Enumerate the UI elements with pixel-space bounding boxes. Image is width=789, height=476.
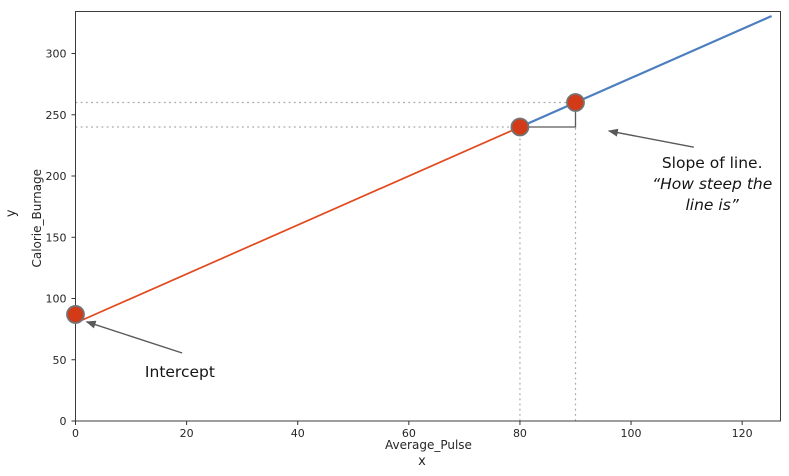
- x-axis-tick-label: 20: [180, 427, 194, 440]
- line-segment-red: [75, 126, 521, 324]
- x-axis-letter: x: [418, 454, 426, 469]
- annotation-slope-arrow: [607, 128, 694, 148]
- annotation-intercept-text-line-0: Intercept: [145, 363, 215, 381]
- line-segment-blue: [519, 15, 773, 129]
- x-axis-tick-label: 80: [513, 427, 527, 440]
- x-axis-label: Average_Pulse: [385, 438, 472, 452]
- annotation-slope-text-line-1: “How steep the: [652, 175, 772, 193]
- annotation-intercept-arrow: [85, 320, 183, 354]
- y-axis-tick-label: 0: [60, 415, 67, 428]
- data-point-1: [510, 117, 530, 137]
- x-axis-tick-label: 60: [402, 427, 416, 440]
- x-axis-tick-label: 100: [621, 427, 642, 440]
- x-axis-tick-label: 120: [732, 427, 753, 440]
- y-axis-tick-label: 150: [46, 231, 67, 244]
- y-axis-tick-label: 200: [46, 170, 67, 183]
- y-axis-letter: y: [4, 209, 19, 217]
- annotation-slope-text-line-0: Slope of line.: [662, 154, 763, 172]
- y-axis-tick-label: 300: [46, 48, 67, 61]
- annotation-slope-text-line-2: line is”: [686, 196, 740, 214]
- x-axis-tick-label: 0: [72, 427, 79, 440]
- data-point-2: [566, 93, 585, 112]
- y-axis-tick-label: 100: [46, 293, 67, 306]
- y-axis-tick-label: 250: [46, 109, 67, 122]
- data-point-0: [66, 305, 85, 324]
- x-axis-tick-label: 40: [291, 427, 305, 440]
- y-axis-label: Calorie_Burnage: [30, 169, 44, 268]
- y-axis-tick-label: 50: [53, 354, 67, 367]
- plot-spines: [75, 11, 781, 422]
